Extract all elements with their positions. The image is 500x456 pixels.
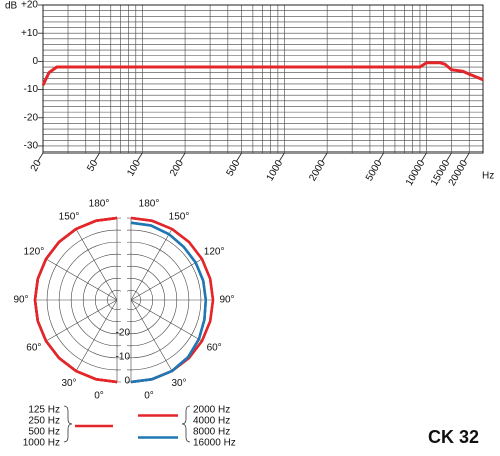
angle-label: 180°	[89, 199, 110, 210]
legend-label: 500 Hz	[28, 427, 60, 438]
angle-label: 180°	[139, 199, 160, 210]
legend-label: 2000 Hz	[193, 405, 230, 416]
spoke-grid	[75, 228, 118, 301]
y-axis-label: dB	[5, 1, 18, 12]
x-tick	[279, 152, 285, 162]
y-tick-label: -30	[24, 141, 39, 152]
y-tick-label: +20	[21, 0, 38, 11]
x-tick	[463, 152, 470, 162]
polar-curve	[130, 221, 208, 384]
angle-label: 120°	[204, 247, 225, 258]
x-axis-label: Hz	[482, 171, 494, 182]
x-tick-label: 20	[29, 158, 44, 174]
angle-label: 150°	[59, 212, 80, 223]
legend-label: 250 Hz	[28, 416, 60, 427]
y-tick-label: -20	[24, 112, 39, 123]
angle-label: 90°	[13, 295, 28, 306]
x-tick-label: 20000	[447, 158, 471, 188]
x-tick	[321, 152, 328, 162]
y-tick-label: -10	[24, 84, 39, 95]
legend-label: 8000 Hz	[193, 427, 230, 438]
r-tick-label: -20	[116, 327, 131, 338]
angle-label: 120°	[24, 247, 45, 258]
angle-label: 30°	[61, 378, 76, 389]
x-tick	[136, 152, 143, 162]
legend-bracket	[63, 405, 73, 443]
x-tick	[421, 152, 427, 162]
y-tick-label: 0	[32, 56, 38, 67]
polar-curve	[33, 216, 118, 384]
x-tick-label: 5000	[364, 158, 385, 183]
x-tick-label: 10000	[404, 158, 428, 188]
x-tick	[37, 152, 44, 162]
y-tick-label: +10	[21, 28, 38, 39]
x-tick	[378, 152, 385, 162]
legend-label: 125 Hz	[28, 405, 60, 416]
spoke-grid	[75, 299, 118, 372]
model-name: CK 32	[428, 427, 479, 447]
legend-label: 1000 Hz	[23, 438, 60, 449]
legend-label: 16000 Hz	[193, 438, 236, 449]
r-tick-label: 0	[124, 376, 130, 387]
x-tick	[179, 152, 186, 162]
r-tick-label: -10	[116, 352, 131, 363]
x-tick-label: 50	[85, 158, 100, 174]
x-tick	[446, 152, 452, 162]
plot-frame	[42, 4, 484, 154]
spoke-grid	[45, 299, 118, 342]
legend-bracket	[181, 405, 191, 443]
polar-curve	[130, 221, 208, 384]
x-tick-label: 100	[125, 158, 143, 178]
spoke-grid	[130, 228, 173, 301]
angle-label: 150°	[169, 212, 190, 223]
x-tick-label: 2000	[307, 158, 328, 183]
angle-label: 30°	[171, 378, 186, 389]
angle-label: 60°	[207, 343, 222, 354]
angle-label: 90°	[219, 295, 234, 306]
polar-half	[33, 216, 121, 384]
x-tick-label: 1000	[265, 158, 286, 183]
x-tick-label: 200	[168, 158, 186, 178]
x-tick	[94, 152, 100, 162]
spoke-grid	[130, 258, 203, 301]
response-line	[41, 61, 484, 86]
x-tick	[236, 152, 242, 162]
polar-half	[127, 216, 215, 384]
angle-label: 60°	[26, 343, 41, 354]
angle-label: 0°	[94, 391, 104, 402]
spoke-grid	[130, 299, 173, 372]
angle-label: 0°	[144, 391, 154, 402]
spoke-grid	[130, 299, 203, 342]
legend-label: 4000 Hz	[193, 416, 230, 427]
spoke-grid	[45, 258, 118, 301]
x-tick-label: 500	[225, 158, 243, 178]
